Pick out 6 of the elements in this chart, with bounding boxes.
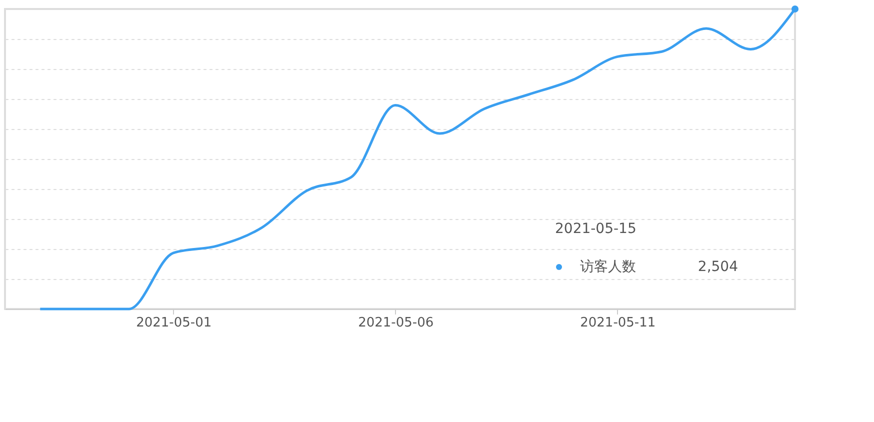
x-tick-label: 2021-05-11: [580, 316, 656, 330]
x-tick-label: 2021-05-01: [136, 316, 212, 330]
x-tick-label: 2021-05-06: [358, 316, 434, 330]
annotation: 2021-05-15: [555, 221, 636, 237]
legend-label: 访客人数: [580, 259, 636, 275]
annotation: 2,504: [698, 259, 738, 275]
